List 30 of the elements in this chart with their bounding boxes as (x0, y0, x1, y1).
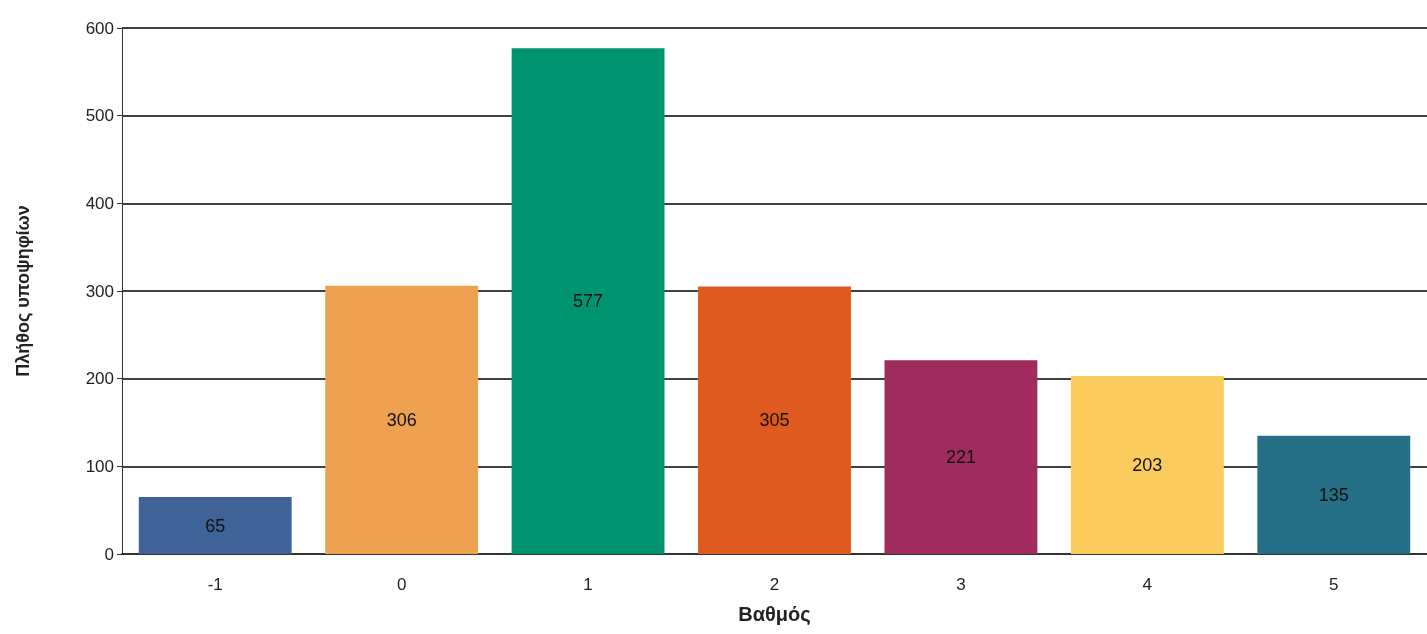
y-tick-label: 200 (85, 369, 114, 389)
x-tick-label: -1 (207, 575, 223, 594)
x-tick-label: 2 (769, 575, 780, 594)
y-tick-label: 600 (85, 18, 114, 38)
bar (325, 285, 479, 554)
bar (1070, 376, 1224, 554)
x-tick-label: 5 (1329, 575, 1339, 594)
y-tick-label: 300 (85, 281, 114, 301)
bar (138, 497, 292, 554)
bar (698, 286, 851, 554)
bar (1257, 435, 1411, 554)
data-label: 203 (1132, 455, 1163, 476)
x-tick-label: 4 (1142, 575, 1153, 594)
y-tick-label: 100 (85, 456, 114, 476)
bar (884, 360, 1038, 554)
x-tick-label: 3 (956, 575, 966, 594)
x-axis-title: Βαθμός (738, 603, 811, 625)
y-tick-label: 500 (85, 106, 114, 126)
data-label: 305 (759, 410, 790, 431)
data-label: 135 (1318, 484, 1349, 505)
bar (511, 48, 665, 554)
y-tick-label: 400 (85, 193, 114, 213)
y-axis-title: Πλήθος υποψηφίων (13, 205, 33, 377)
data-label: 65 (205, 515, 226, 536)
data-label: 306 (386, 409, 417, 430)
data-label: 577 (573, 291, 604, 312)
x-tick-label: 1 (583, 575, 593, 594)
data-label: 221 (945, 447, 976, 468)
y-tick-label: 0 (104, 544, 114, 564)
x-tick-label: 0 (396, 575, 407, 594)
